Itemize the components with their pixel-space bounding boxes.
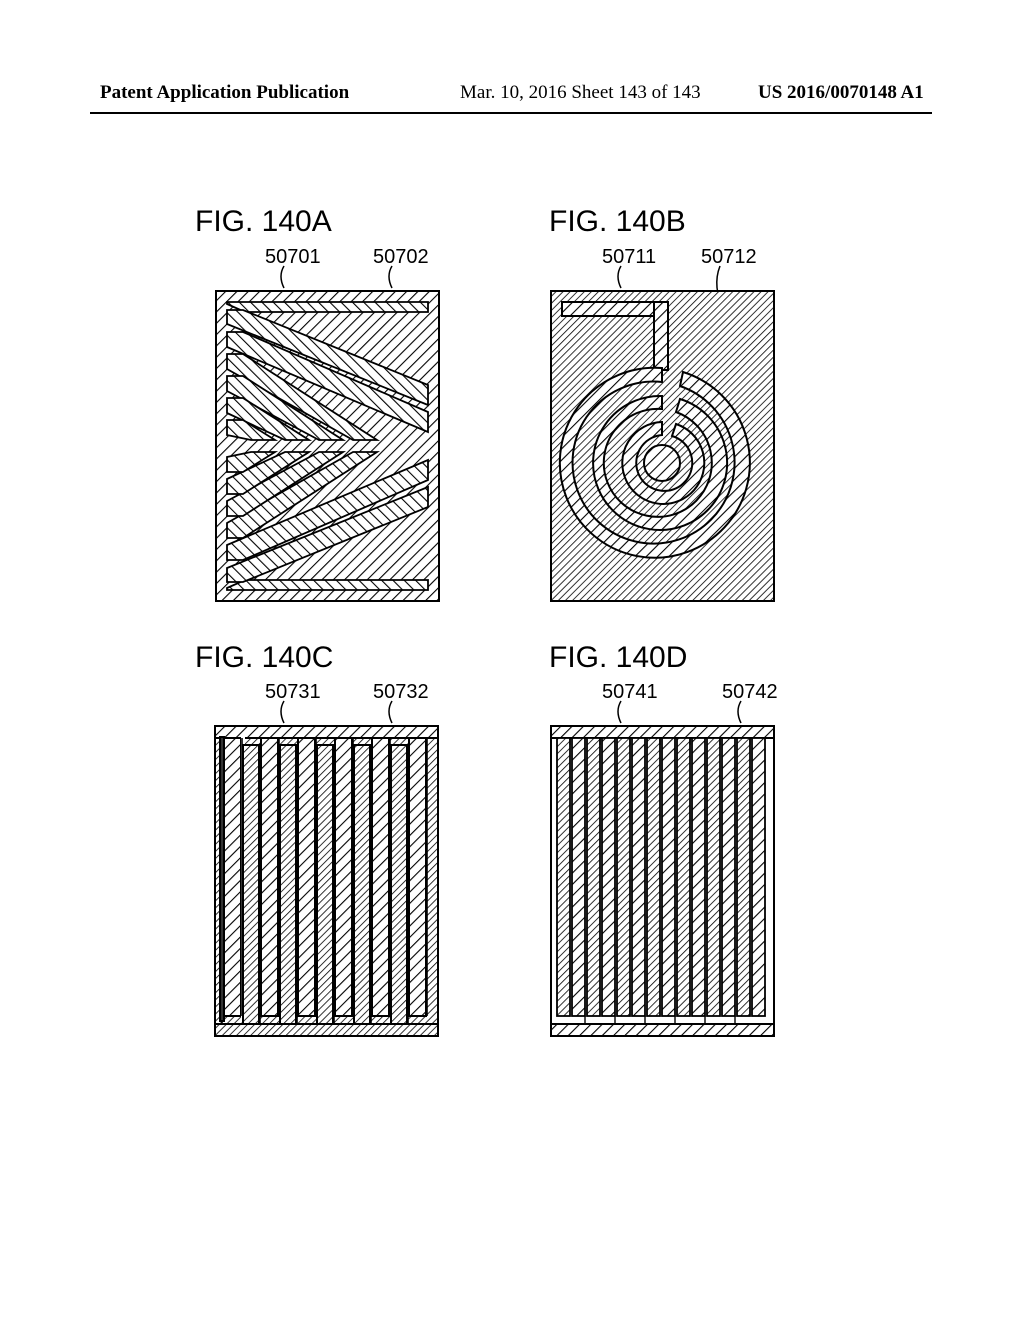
fig-a-leader2 <box>378 264 408 292</box>
fig-a-diagram <box>215 290 440 602</box>
fig-c-leader1 <box>270 699 300 727</box>
patent-page: Patent Application Publication Mar. 10, … <box>0 0 1024 1320</box>
fig-a-title: FIG. 140A <box>195 205 332 239</box>
fig-d-title: FIG. 140D <box>549 641 687 675</box>
header-publication: Patent Application Publication <box>100 82 349 104</box>
fig-c-leader2 <box>378 699 408 727</box>
fig-a-leader1 <box>270 264 300 292</box>
fig-c-diagram <box>214 725 439 1037</box>
fig-d-leader1 <box>607 699 637 727</box>
header-date-sheet: Mar. 10, 2016 Sheet 143 of 143 <box>460 82 701 104</box>
header-pubnumber: US 2016/0070148 A1 <box>758 82 924 104</box>
fig-c-title: FIG. 140C <box>195 641 333 675</box>
fig-b-diagram <box>550 290 775 602</box>
header-rule <box>90 112 932 114</box>
fig-b-title: FIG. 140B <box>549 205 686 239</box>
fig-d-diagram <box>550 725 775 1037</box>
fig-d-leader2 <box>727 699 757 727</box>
fig-b-leader1 <box>607 264 637 292</box>
